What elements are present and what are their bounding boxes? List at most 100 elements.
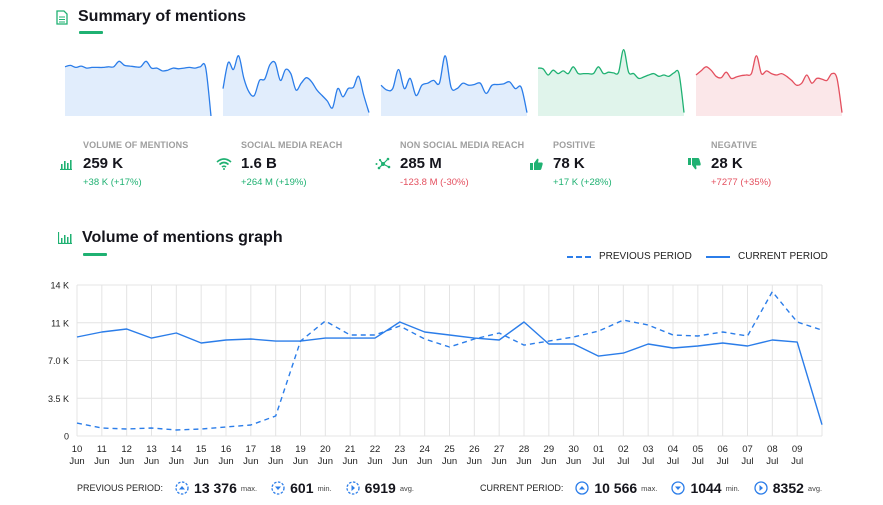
x-tick-month: Jul	[642, 456, 654, 467]
previous-period-point	[323, 319, 327, 323]
stat-delta: +7277	[711, 177, 738, 188]
max-arrow-icon	[575, 481, 589, 495]
graph-header: Volume of mentions graph	[58, 229, 283, 247]
summary-header: Summary of mentions	[56, 8, 246, 26]
stat-value: 285 M	[400, 155, 442, 172]
previous-period-point	[497, 331, 501, 335]
previous-period-point	[224, 425, 228, 429]
sparkline-negative[interactable]	[695, 44, 845, 116]
y-tick-label: 14 K	[50, 281, 69, 291]
stat-volume-of-mentions: VOLUME OF MENTIONS 259 K +38 K (+17%)	[60, 140, 188, 188]
y-tick-label: 0	[64, 432, 69, 442]
current-period-point	[398, 320, 402, 324]
current-period-point	[770, 338, 774, 342]
current-period-point	[820, 423, 824, 427]
current-period-point	[150, 336, 154, 340]
x-tick-day: 26	[469, 444, 480, 455]
x-tick-day: 18	[270, 444, 281, 455]
x-tick-month: Jun	[367, 456, 382, 467]
stat-social-media-reach: SOCIAL MEDIA REACH 1.6 B +264 M (+19%)	[216, 140, 342, 188]
previous-period-point	[820, 328, 824, 332]
sparkline-line	[537, 49, 685, 113]
legend-previous-period[interactable]: PREVIOUS PERIOD	[567, 251, 692, 262]
sparkline-positive[interactable]	[537, 44, 687, 117]
x-tick-month: Jun	[268, 456, 283, 467]
x-tick-month: Jun	[293, 456, 308, 467]
x-tick-month: Jun	[417, 456, 432, 467]
previous-period-point	[746, 334, 750, 338]
min-value: 1044	[690, 480, 722, 496]
current-period-point	[597, 354, 601, 358]
x-tick-day: 21	[345, 444, 356, 455]
legend-label: CURRENT PERIOD	[738, 251, 828, 262]
current-period-point	[671, 346, 675, 350]
stat-label: NEGATIVE	[711, 140, 758, 150]
previous-period-point	[75, 421, 79, 425]
current-period-point	[125, 327, 129, 331]
x-tick-day: 08	[767, 444, 778, 455]
x-tick-day: 01	[593, 444, 604, 455]
x-tick-day: 28	[519, 444, 530, 455]
x-tick-month: Jun	[243, 456, 258, 467]
previous-period-point	[423, 337, 427, 341]
current-period-point	[646, 342, 650, 346]
network-icon	[374, 157, 392, 171]
bar-chart-icon	[57, 157, 75, 171]
current-period-point	[199, 341, 203, 345]
previous-period-point	[795, 320, 799, 324]
previous-period-point	[770, 290, 774, 294]
legend-label: PREVIOUS PERIOD	[599, 251, 692, 262]
y-tick-label: 11 K	[51, 318, 69, 328]
sparkline-volume-svg	[64, 60, 212, 117]
current-period-point	[323, 336, 327, 340]
x-tick-day: 02	[618, 444, 629, 455]
current-period-point	[348, 336, 352, 340]
previous-period-point	[646, 323, 650, 327]
x-tick-month: Jun	[343, 456, 358, 467]
current-period-point	[522, 320, 526, 324]
x-tick-month: Jun	[442, 456, 457, 467]
x-tick-day: 05	[693, 444, 704, 455]
sparkline-non-social-reach[interactable]	[380, 44, 530, 116]
x-tick-day: 24	[419, 444, 430, 455]
current-period-point	[497, 338, 501, 342]
current-period-point	[249, 337, 253, 341]
period-label: CURRENT PERIOD:	[480, 483, 564, 493]
x-tick-month: Jun	[194, 456, 209, 467]
volume-chart[interactable]: 03.5 K7.0 K11 K14 K 10Jun11Jun12Jun13Jun…	[0, 272, 883, 472]
x-tick-day: 07	[742, 444, 753, 455]
x-tick-day: 19	[295, 444, 306, 455]
solid-line-icon	[706, 255, 730, 258]
previous-period-point	[597, 329, 601, 333]
previous-period-point	[199, 427, 203, 431]
x-tick-day: 29	[544, 444, 555, 455]
sparkline-social-reach-svg	[222, 55, 370, 116]
x-tick-month: Jun	[218, 456, 233, 467]
stat-delta-percent: (-30%)	[440, 177, 469, 188]
current-period-point	[721, 341, 725, 345]
stat-value: 78 K	[553, 155, 585, 172]
x-tick-day: 04	[668, 444, 679, 455]
sparkline-area	[65, 61, 211, 116]
sparkline-line	[64, 60, 212, 117]
previous-period-point	[150, 426, 154, 430]
stat-delta: +264 M	[241, 177, 273, 188]
sparkline-line	[695, 55, 843, 113]
avg-label: avg.	[807, 483, 823, 493]
x-tick-day: 13	[146, 444, 157, 455]
summary-title-underline	[79, 31, 103, 34]
stat-value: 28 K	[711, 155, 743, 172]
current-period-point	[75, 335, 79, 339]
avg-arrow-icon	[754, 481, 768, 495]
max-value: 10 566	[594, 480, 638, 496]
sparkline-volume[interactable]	[64, 44, 214, 117]
current-period-point	[696, 344, 700, 348]
x-tick-day: 22	[370, 444, 381, 455]
summary-title: Summary of mentions	[78, 8, 247, 25]
sparkline-social-reach[interactable]	[222, 44, 372, 116]
x-tick-month: Jun	[516, 456, 531, 467]
current-period-point	[224, 338, 228, 342]
min-label: min.	[317, 483, 332, 493]
avg-value: 6919	[364, 480, 396, 496]
legend-current-period[interactable]: CURRENT PERIOD	[706, 251, 828, 262]
